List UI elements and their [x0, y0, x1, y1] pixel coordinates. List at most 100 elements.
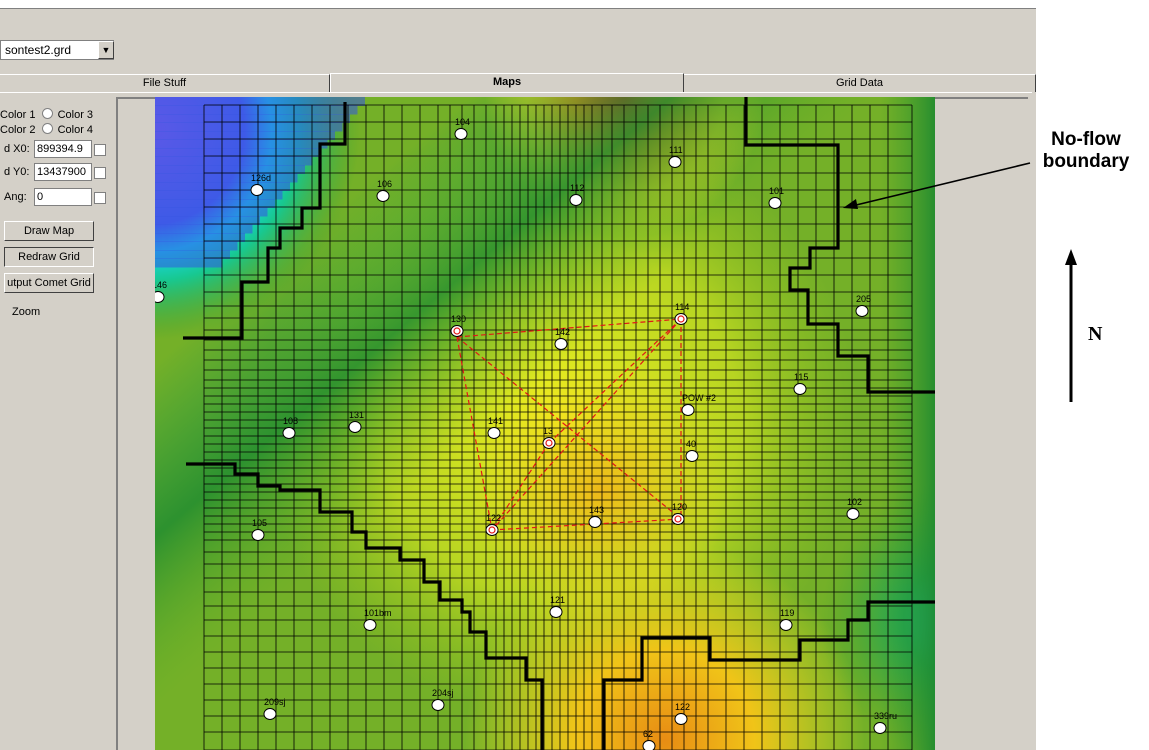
well-marker[interactable]: 62 — [642, 729, 656, 750]
well-circle-icon — [846, 508, 860, 520]
well-marker[interactable]: 141 — [487, 416, 503, 439]
well-circle-icon — [642, 740, 656, 750]
grid-angle-label: Ang: — [4, 191, 27, 203]
color-4-label: Color 4 — [57, 124, 94, 136]
well-label: 101 — [769, 186, 784, 196]
well-label: 142 — [555, 327, 570, 337]
color-4-radio[interactable] — [41, 123, 53, 134]
radio-row-1: Color 1 Color 3 — [0, 108, 93, 122]
color-3-radio[interactable] — [41, 108, 53, 119]
well-marker[interactable]: 13 — [542, 426, 556, 449]
well-label: 119 — [780, 608, 794, 618]
north-arrow-icon — [1065, 249, 1077, 402]
well-marker[interactable]: 111 — [668, 145, 683, 168]
combo-dropdown-arrow-icon[interactable]: ▼ — [98, 41, 114, 59]
well-marker[interactable]: 119 — [779, 608, 794, 631]
well-circle-icon — [674, 313, 688, 325]
well-label: 114 — [675, 302, 689, 312]
well-marker[interactable]: 122 — [485, 513, 501, 536]
well-label: 141 — [488, 416, 503, 426]
well-label: 339ru — [874, 711, 897, 721]
well-marker[interactable]: 130 — [450, 314, 466, 337]
well-label: 111 — [669, 145, 683, 155]
well-label: 62 — [643, 729, 653, 739]
well-circle-icon — [768, 197, 782, 209]
well-marker[interactable]: 112 — [569, 183, 584, 206]
well-marker[interactable]: 126d — [250, 173, 271, 196]
well-circle-icon — [681, 404, 695, 416]
title-strip — [0, 0, 1036, 8]
well-marker[interactable]: 105 — [251, 518, 267, 541]
tab-file-stuff[interactable]: File Stuff — [0, 74, 330, 92]
grid-x0-checkbox[interactable] — [94, 144, 106, 156]
well-marker[interactable]: 143 — [588, 505, 604, 528]
well-circle-icon — [485, 524, 499, 536]
well-circle-icon — [685, 450, 699, 462]
well-marker[interactable]: 204sj — [431, 688, 454, 711]
well-marker[interactable]: 209sj — [263, 697, 286, 720]
contour-map[interactable]: 104 111 126d 106 112 101 146 205 130 114 142 115 POW… — [155, 97, 935, 750]
well-label: 13 — [543, 426, 553, 436]
well-circle-icon — [250, 184, 264, 196]
well-label: 122 — [486, 513, 501, 523]
grid-angle-input[interactable]: 0 — [34, 188, 92, 206]
well-marker[interactable]: 146 — [155, 280, 167, 303]
well-label: 204sj — [432, 688, 454, 698]
well-circle-icon — [855, 305, 869, 317]
well-marker[interactable]: 104 — [454, 117, 470, 140]
well-marker[interactable]: POW #2 — [681, 393, 716, 416]
well-marker[interactable]: 102 — [846, 497, 862, 520]
well-label: 126d — [251, 173, 271, 183]
grid-file-combo[interactable]: sontest2.grd — [0, 40, 114, 60]
grid-y0-checkbox[interactable] — [94, 167, 106, 179]
well-label: 112 — [570, 183, 584, 193]
well-label: 122 — [675, 702, 690, 712]
well-label: 115 — [794, 372, 808, 382]
well-circle-icon — [588, 516, 602, 528]
grid-x0-input[interactable]: 899394.9 — [34, 140, 92, 158]
well-circle-icon — [431, 699, 445, 711]
well-marker[interactable]: 108 — [282, 416, 298, 439]
no-flow-boundary — [183, 97, 935, 750]
tab-strip: File Stuff Maps Grid Data — [0, 73, 1036, 93]
tab-maps[interactable]: Maps — [330, 73, 684, 93]
well-label: 131 — [349, 410, 364, 420]
well-label: 106 — [377, 179, 392, 189]
tab-grid-data[interactable]: Grid Data — [684, 74, 1036, 92]
well-circle-icon — [671, 513, 685, 525]
well-marker[interactable]: 106 — [376, 179, 392, 202]
well-marker[interactable]: 120 — [671, 502, 687, 525]
no-flow-line-2: boundary — [1042, 151, 1130, 172]
well-circle-icon — [668, 156, 682, 168]
grid-x0-label: d X0: — [4, 143, 30, 155]
grid-y0-input[interactable]: 13437900 — [34, 163, 92, 181]
draw-map-button[interactable]: Draw Map — [4, 221, 94, 241]
well-marker[interactable]: 205 — [855, 294, 871, 317]
well-circle-icon — [263, 708, 277, 720]
well-marker[interactable]: 115 — [793, 372, 808, 395]
well-label: 104 — [455, 117, 470, 127]
well-marker[interactable]: 40 — [685, 439, 699, 462]
grid-angle-checkbox[interactable] — [94, 192, 106, 204]
well-circle-icon — [251, 529, 265, 541]
redraw-grid-button[interactable]: Redraw Grid — [4, 247, 94, 267]
well-marker[interactable]: 101 — [768, 186, 784, 209]
well-circle-icon — [549, 606, 563, 618]
well-marker[interactable]: 114 — [674, 302, 689, 325]
output-comet-grid-button[interactable]: utput Comet Grid — [4, 273, 94, 293]
well-circle-icon — [542, 437, 556, 449]
well-circle-icon — [487, 427, 501, 439]
well-label: 120 — [672, 502, 687, 512]
well-marker[interactable]: 131 — [348, 410, 364, 433]
well-circle-icon — [554, 338, 568, 350]
north-label: N — [1088, 323, 1103, 345]
well-connection-lines — [456, 318, 682, 531]
well-marker[interactable]: 122 — [674, 702, 690, 725]
well-label: 40 — [686, 439, 696, 449]
well-marker[interactable]: 339ru — [873, 711, 897, 734]
well-marker[interactable]: 142 — [554, 327, 570, 350]
radio-row-2: Color 2 Color 4 — [0, 123, 93, 137]
well-label: 205 — [856, 294, 871, 304]
well-marker[interactable]: 101bm — [363, 608, 392, 631]
well-marker[interactable]: 121 — [549, 595, 565, 618]
